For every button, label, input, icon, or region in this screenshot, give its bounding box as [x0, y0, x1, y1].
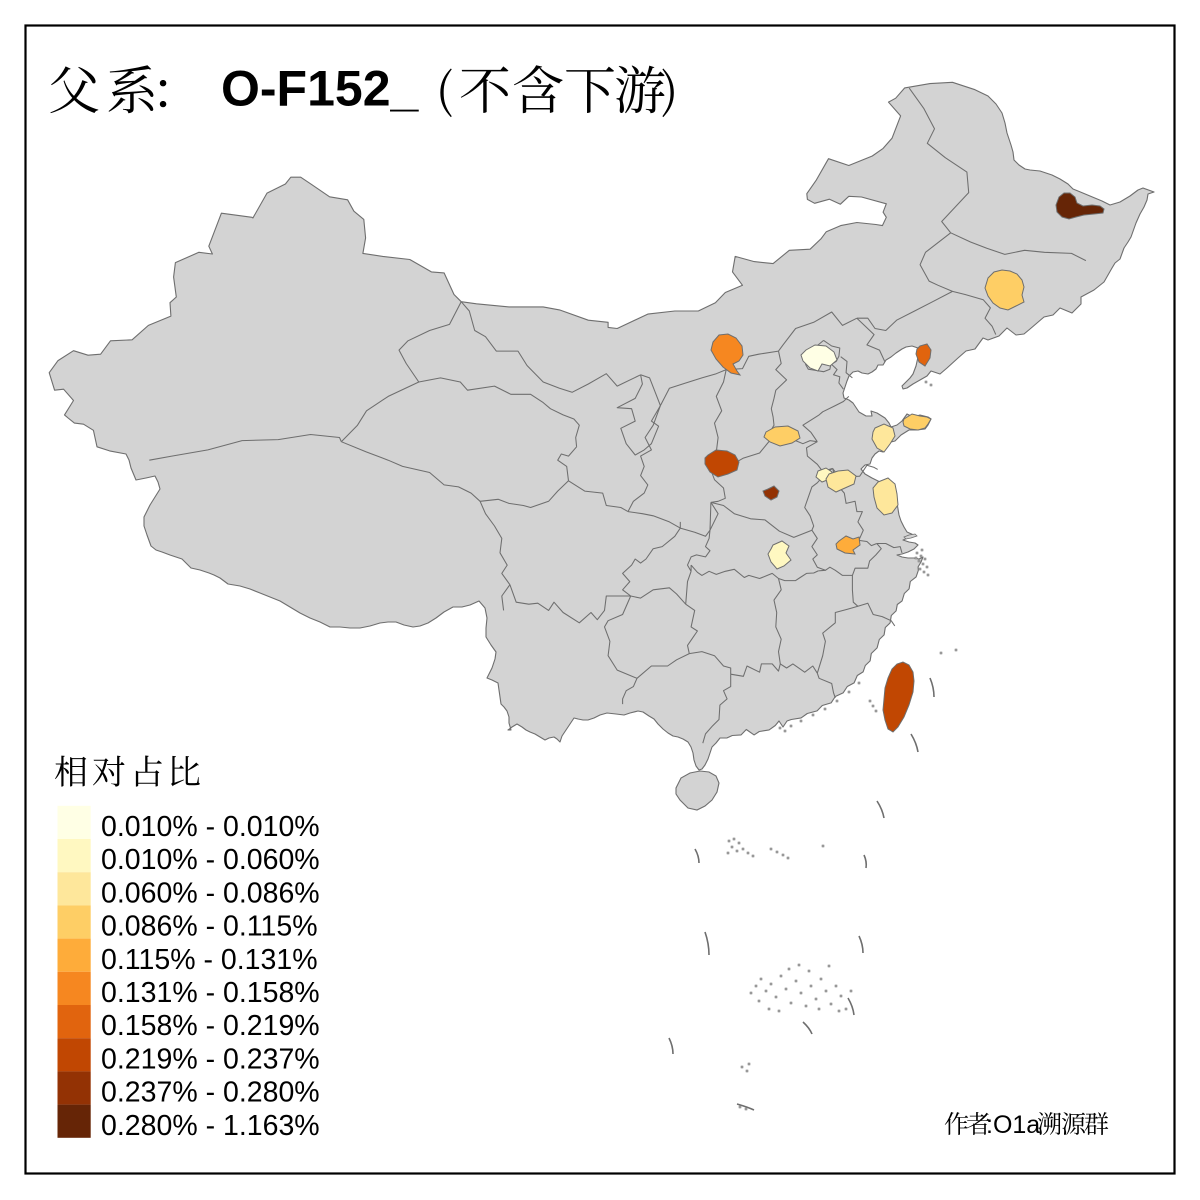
- svg-text:0.237% - 0.280%: 0.237% - 0.280%: [101, 1077, 320, 1109]
- svg-text:0.280% - 1.163%: 0.280% - 1.163%: [101, 1110, 320, 1142]
- svg-text::O1a: :O1a: [986, 1111, 1040, 1139]
- svg-text:0.131% - 0.158%: 0.131% - 0.158%: [101, 977, 320, 1009]
- svg-text:0.158% - 0.219%: 0.158% - 0.219%: [101, 1010, 320, 1042]
- svg-text:0.010% - 0.010%: 0.010% - 0.010%: [101, 811, 320, 843]
- svg-text:0.086% - 0.115%: 0.086% - 0.115%: [101, 911, 318, 943]
- svg-text:0.010% - 0.060%: 0.010% - 0.060%: [101, 844, 320, 876]
- svg-text:0.060% - 0.086%: 0.060% - 0.086%: [101, 877, 320, 909]
- svg-text:0.115% - 0.131%: 0.115% - 0.131%: [101, 944, 318, 976]
- svg-text:0.219% - 0.237%: 0.219% - 0.237%: [101, 1043, 320, 1075]
- svg-text:O-F152_: O-F152_: [221, 61, 420, 117]
